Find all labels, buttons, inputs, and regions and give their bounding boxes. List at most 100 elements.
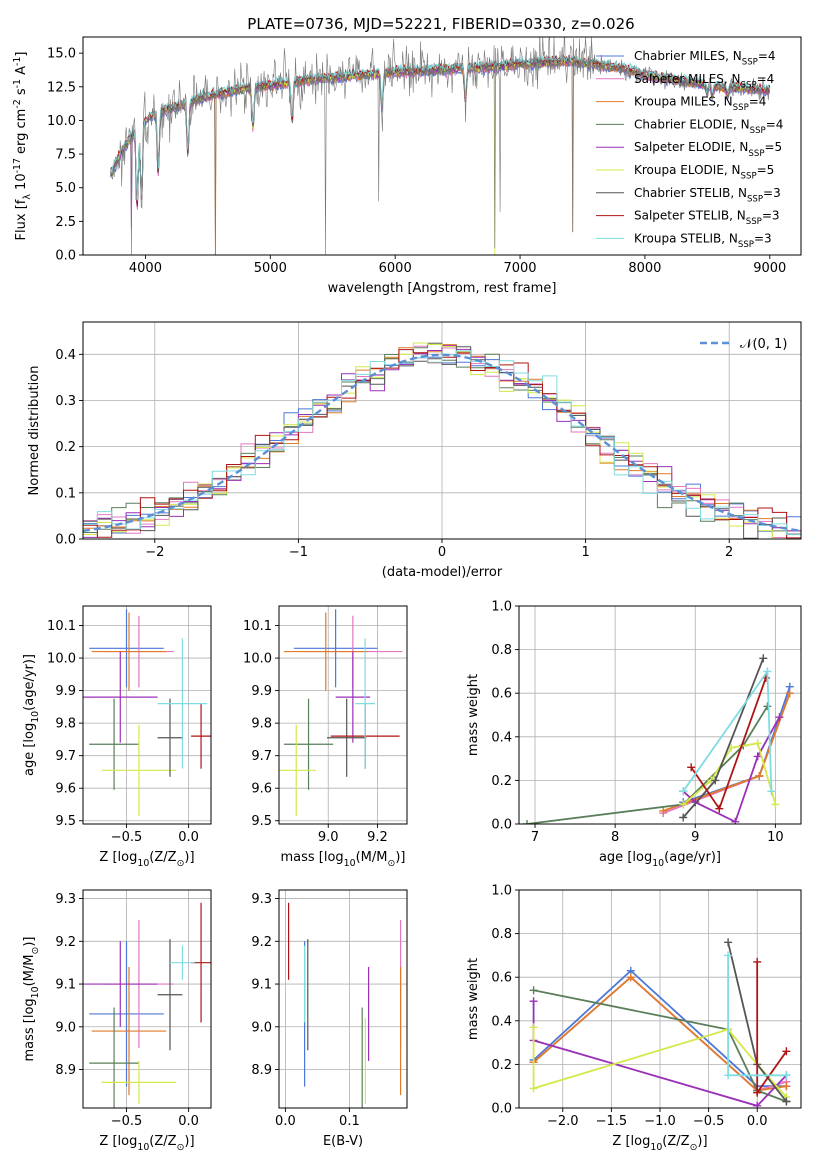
x-tick-label: −1 <box>289 545 308 560</box>
mass-weight-marker <box>659 806 668 815</box>
axes-frame <box>518 889 802 1109</box>
mass-weight-line <box>533 975 787 1092</box>
legend-label: Kroupa STELIB, NSSP=3 <box>634 231 772 250</box>
mass_vs_Z-plot-area <box>83 902 211 1108</box>
mass-weight-marker <box>767 787 776 796</box>
x-axis-label: Z [log10(Z/Z⊙)] <box>612 1134 707 1153</box>
x-axis-label: (data-model)/error <box>382 565 503 580</box>
mass-weight-marker <box>731 817 740 824</box>
mass-weight-marker <box>753 1101 762 1108</box>
y-tick-label: 9.5 <box>251 814 272 829</box>
mass-weight-marker <box>753 1088 762 1097</box>
age_vs_mass-plot-area <box>279 609 403 816</box>
mass-weight-line <box>756 961 788 1096</box>
y-axis-label: Flux [fλ 10-17 erg cm-2 s-1 A-1] <box>12 52 33 241</box>
x-tick-label: −1.0 <box>644 1114 676 1129</box>
legend-label: Chabrier MILES, NSSP=4 <box>634 49 776 68</box>
mass-weight-marker <box>782 1071 791 1080</box>
legend-label: Salpeter MILES, NSSP=4 <box>634 72 774 91</box>
y-tick-label: 0.4 <box>55 348 76 363</box>
x-tick-label: −2.0 <box>547 1114 579 1129</box>
y-tick-label: 9.6 <box>251 782 272 797</box>
x-tick-label: 9.2 <box>367 830 388 845</box>
mass-weight-marker <box>529 986 538 995</box>
x-tick-label: 4000 <box>129 261 162 276</box>
y-tick-label: 10.0 <box>243 652 272 667</box>
y-tick-label: 8.9 <box>55 1063 76 1078</box>
residual-histogram <box>83 350 801 539</box>
mass-weight-marker <box>711 776 720 785</box>
mass_weight_vs_age-plot-area <box>523 654 794 824</box>
mass-weight-marker <box>687 763 696 772</box>
residuals-legend: 𝒩(0, 1) <box>700 337 787 352</box>
mass_vs_ebv-plot-area <box>288 902 402 1108</box>
legend-label: Salpeter STELIB, NSSP=3 <box>634 209 780 228</box>
y-axis-label: Normed distribution <box>27 366 42 496</box>
y-tick-label: 9.2 <box>55 935 76 950</box>
y-tick-label: 0.8 <box>491 643 512 658</box>
y-axis-label: mass weight <box>466 674 481 756</box>
y-tick-label: 9.3 <box>251 892 272 907</box>
y-tick-label: 0.0 <box>55 533 76 548</box>
y-tick-label: 10.1 <box>47 619 76 634</box>
mass_vs_ebv-axes: 0.0 0.1 8.9 9.0 9.1 9.2 9.3 E(B-V) <box>251 890 407 1149</box>
y-tick-label: 0.6 <box>491 687 512 702</box>
x-tick-label: 8 <box>611 830 619 845</box>
mass-weight-marker <box>763 702 772 711</box>
y-tick-label: 15.0 <box>47 47 76 62</box>
y-tick-label: 0.0 <box>491 818 512 833</box>
x-tick-label: 9 <box>691 830 699 845</box>
spectrum-model-line <box>110 59 771 255</box>
y-tick-label: 9.1 <box>251 978 272 993</box>
legend-label: Chabrier ELODIE, NSSP=4 <box>634 117 783 136</box>
mass-weight-marker <box>763 667 772 676</box>
y-tick-label: 9.3 <box>55 892 76 907</box>
y-tick-label: 0.4 <box>491 1014 512 1029</box>
x-tick-label: 6000 <box>379 261 412 276</box>
x-tick-label: −0.5 <box>111 1114 143 1129</box>
x-tick-label: 0.0 <box>178 1114 199 1129</box>
mass-weight-marker <box>529 1084 538 1093</box>
mass-weight-line <box>682 742 777 806</box>
residuals-plot-area <box>83 342 801 539</box>
axes-frame <box>82 321 802 540</box>
mass-weight-marker <box>755 772 764 780</box>
x-tick-label: 1 <box>581 545 589 560</box>
axes-frame <box>278 889 408 1109</box>
mass-weight-marker <box>771 800 780 809</box>
y-tick-label: 9.8 <box>251 717 272 732</box>
x-tick-label: 9000 <box>753 261 786 276</box>
legend-label: 𝒩(0, 1) <box>740 337 787 352</box>
y-axis-label: mass weight <box>466 958 481 1040</box>
x-axis-label: age [log10(age/yr)] <box>599 850 721 869</box>
y-tick-label: 12.5 <box>47 80 76 95</box>
x-axis-label: Z [log10(Z/Z⊙)] <box>99 1134 194 1153</box>
x-tick-label: 0.0 <box>275 1114 296 1129</box>
age_vs_Z-axes: −0.5 0.0 9.5 9.6 9.7 9.8 9.9 10.0 10.1 Z [log10(Z… <box>22 606 211 869</box>
legend-label: Kroupa MILES, NSSP=4 <box>634 95 766 114</box>
mass-weight-line <box>533 989 787 1103</box>
legend-label: Chabrier STELIB, NSSP=3 <box>634 186 781 205</box>
y-tick-label: 10.0 <box>47 652 76 667</box>
y-tick-label: 10.0 <box>47 114 76 129</box>
y-tick-label: 9.9 <box>55 684 76 699</box>
y-tick-label: 0.0 <box>55 249 76 264</box>
x-axis-label: mass [log10(M/M⊙)] <box>280 850 405 869</box>
mass-weight-marker <box>679 800 688 809</box>
mass-weight-marker <box>775 713 784 722</box>
mass_weight_vs_Z-axes: −2.0 −1.5 −1.0 −0.5 0.0 0.0 0.2 0.4 0.6 0.8 1.0 Z [… <box>466 884 801 1153</box>
legend-label: Salpeter ELODIE, NSSP=5 <box>634 140 782 159</box>
axes-frame <box>82 605 212 825</box>
y-tick-label: 9.0 <box>55 1020 76 1035</box>
mass-weight-marker <box>529 997 538 1006</box>
x-tick-label: 7000 <box>503 261 536 276</box>
mass_vs_Z-axes: −0.5 0.0 8.9 9.0 9.1 9.2 9.3 Z [log10(Z/Z⊙)] mas… <box>22 890 211 1153</box>
mass-weight-marker <box>679 813 688 822</box>
spectrum-data-line <box>110 37 770 255</box>
y-tick-label: 10.1 <box>243 619 272 634</box>
x-tick-label: −2 <box>145 545 164 560</box>
x-tick-label: 9.0 <box>318 830 339 845</box>
x-tick-label: −0.5 <box>111 830 143 845</box>
mass-weight-marker <box>523 820 531 824</box>
